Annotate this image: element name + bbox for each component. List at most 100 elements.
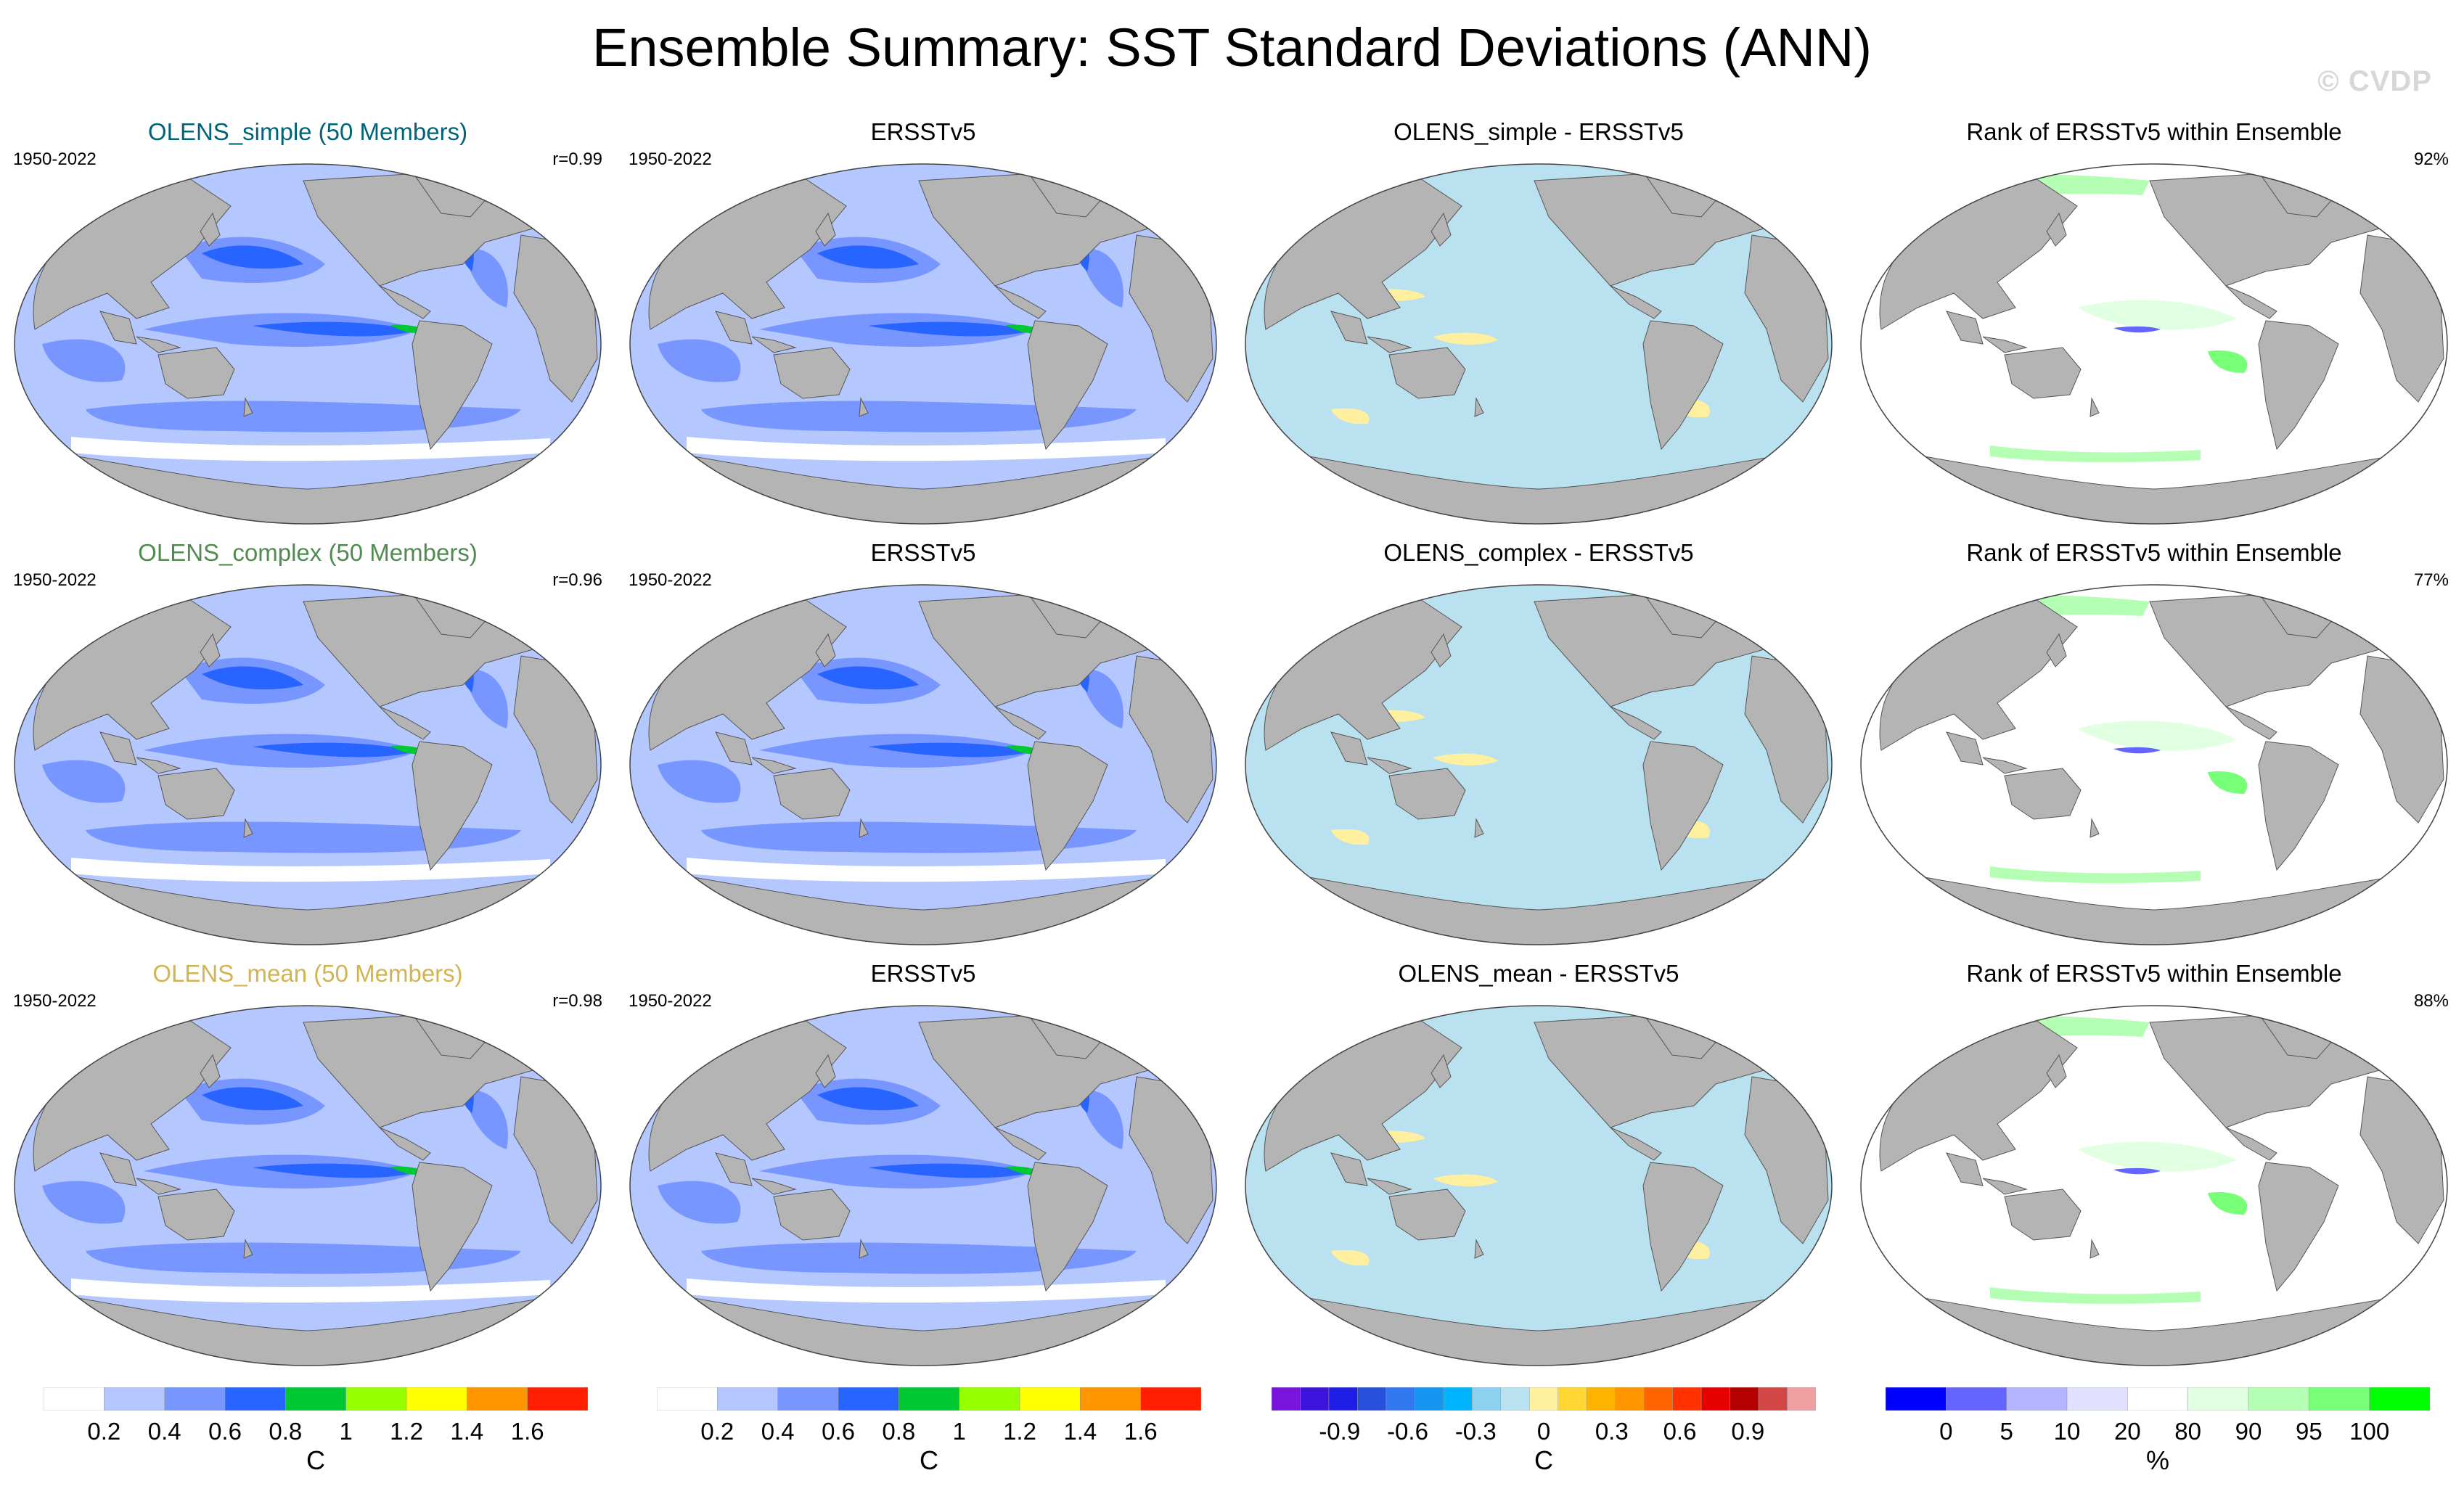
landmass: [2225, 706, 2277, 740]
southern-ocean-band: [86, 821, 521, 853]
indian-ocean-band: [42, 1181, 126, 1224]
colorbar-swatch: [1019, 1387, 1081, 1411]
map-panel: OLENS_mean (50 Members) 1950-2022 r=0.98: [0, 958, 615, 1371]
landmass: [157, 768, 235, 820]
colorbar-tick-label: 0.2: [87, 1418, 121, 1445]
panel-title: ERSSTv5: [870, 960, 976, 987]
map-border: [14, 584, 602, 945]
landmass: [136, 757, 181, 774]
landmass: [412, 1162, 493, 1292]
panel-title: OLENS_simple (50 Members): [147, 118, 468, 145]
map-panel: Rank of ERSSTv5 within Ensemble 92%: [1846, 116, 2462, 530]
landmass: [2090, 1239, 2100, 1259]
southern-ocean-band: [86, 401, 521, 432]
map-border: [1245, 1005, 1833, 1366]
landmass: [859, 818, 869, 838]
landmass: [1982, 1178, 2028, 1195]
panel-stat: r=0.99: [552, 149, 602, 169]
kuroshio-core: [817, 1087, 919, 1111]
colorbar-swatch: [2127, 1387, 2188, 1411]
map-panel: OLENS_simple - ERSSTv5: [1231, 116, 1846, 530]
colorbar-swatch: [1885, 1387, 1947, 1411]
landmass: [715, 311, 753, 345]
tropical-rank-region: [2077, 1141, 2237, 1172]
panel-title: ERSSTv5: [870, 118, 976, 145]
colorbar-swatch: [1472, 1387, 1502, 1411]
landmass: [1388, 347, 1466, 399]
rank-map: [1860, 584, 2448, 945]
landmass: [1982, 757, 2028, 774]
south-pacific-rank-region: [2208, 771, 2248, 794]
landmass: [99, 311, 137, 345]
colorbar-swatch: [1500, 1387, 1530, 1411]
landmass: [1610, 1127, 1662, 1161]
landmass: [1430, 1054, 1452, 1088]
map-border: [1860, 584, 2448, 945]
landmass: [243, 818, 253, 838]
landmass: [200, 633, 221, 668]
landmass: [379, 1127, 431, 1161]
enso-core: [868, 321, 1031, 337]
colorbar-swatch: [2187, 1387, 2249, 1411]
colorbar-swatch: [1415, 1387, 1444, 1411]
colorbar-tick-label: 0.2: [700, 1418, 734, 1445]
colorbar-swatch: [1672, 1387, 1702, 1411]
colorbar-swatch: [1730, 1387, 1759, 1411]
colorbar-tick-label: 0.8: [269, 1418, 303, 1445]
map-panel: ERSSTv5 1950-2022: [615, 537, 1231, 951]
landmass: [1982, 336, 2028, 353]
diff-map: [1245, 163, 1833, 525]
panel-title: OLENS_mean - ERSSTv5: [1398, 960, 1679, 987]
landmass: [1946, 731, 1984, 765]
kuroshio-core: [817, 245, 919, 269]
southern-ocean-band: [701, 821, 1137, 853]
colorbar-tick-label: 1.4: [1063, 1418, 1097, 1445]
landmass: [1946, 1152, 1984, 1186]
indian-ocean-band: [658, 760, 741, 803]
panel-title: OLENS_simple - ERSSTv5: [1393, 118, 1684, 145]
landmass: [200, 1054, 221, 1088]
map-border: [1860, 163, 2448, 525]
colorbar-swatch: [1787, 1387, 1817, 1411]
landmass: [1367, 1178, 1412, 1195]
colorbar-swatch: [406, 1387, 467, 1411]
colorbar-swatch: [1586, 1387, 1616, 1411]
colorbar-swatch: [838, 1387, 899, 1411]
sea-ice-zone: [687, 858, 1166, 882]
colorbar-unit-label: C: [1534, 1445, 1553, 1475]
panel-period: 1950-2022: [629, 570, 712, 590]
rank-map: [1860, 1005, 2448, 1366]
landmass: [412, 320, 493, 451]
colorbar-tick-label: 0.6: [208, 1418, 242, 1445]
colorbar-tick-label: 0.3: [1595, 1418, 1629, 1445]
tropical-diff-blob: [1433, 753, 1498, 766]
north-atlantic-band: [463, 1090, 508, 1149]
southern-rank-region: [1990, 1287, 2201, 1304]
sd-map: [629, 163, 1217, 525]
sea-ice-zone: [687, 437, 1166, 461]
kuroshio-core: [202, 666, 303, 690]
rank-map: [1860, 163, 2448, 525]
landmass: [2046, 1054, 2067, 1088]
colorbar-tick-label: 1.2: [390, 1418, 423, 1445]
landmass: [1367, 336, 1412, 353]
colorbar-tick-label: -0.3: [1454, 1418, 1497, 1445]
colorbar-swatch: [1615, 1387, 1645, 1411]
southern-diff-blob: [1331, 829, 1370, 845]
landmass: [243, 397, 253, 417]
panel-stat: 92%: [2413, 149, 2449, 169]
colorbar: -0.9 -0.6 -0.3 0 0.3 0.6 0.9 C: [1271, 1387, 1817, 1478]
landmass: [1388, 768, 1466, 820]
north-atlantic-band: [1078, 669, 1123, 728]
landmass: [2258, 1162, 2339, 1292]
landmass: [751, 336, 797, 353]
figure-title: Ensemble Summary: SST Standard Deviation…: [592, 17, 1872, 78]
landmass: [773, 347, 851, 399]
colorbar-swatch: [43, 1387, 105, 1411]
landmass: [1642, 741, 1724, 871]
map-border: [629, 1005, 1217, 1366]
map-panel: ERSSTv5 1950-2022: [615, 958, 1231, 1371]
map-border: [1860, 1005, 2448, 1366]
landmass: [2258, 320, 2339, 451]
kuroshio-core: [817, 666, 919, 690]
